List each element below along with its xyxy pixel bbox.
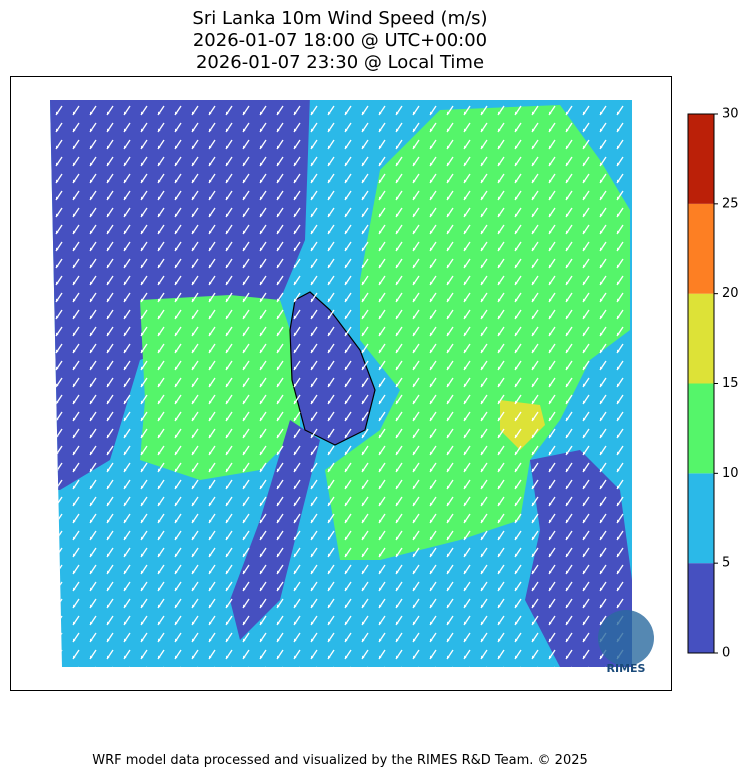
wind-arrows — [50, 100, 632, 667]
title-line: Sri Lanka 10m Wind Speed (m/s) — [192, 8, 487, 29]
colorbar-tick-label: 5 — [722, 556, 730, 571]
colorbar-tick-label: 20 — [722, 286, 739, 301]
colorbar-tick-label: 25 — [722, 196, 739, 211]
colorbar-segment — [688, 473, 714, 564]
colorbar-tick-label: 10 — [722, 466, 739, 481]
logo-badge — [598, 610, 654, 666]
logo-text: RIMES — [607, 662, 646, 675]
colorbar-tick-label: 0 — [722, 646, 730, 661]
map-frame — [10, 76, 672, 691]
colorbar-tick-label: 15 — [722, 376, 739, 391]
colorbar-segment — [688, 293, 714, 384]
colorbar: 0 5 10 15 20 25 30 — [687, 107, 739, 661]
colorbar-segment — [688, 383, 714, 474]
colorbar-segment — [688, 203, 714, 294]
colorbar-tick-label: 30 — [722, 107, 739, 122]
colorbar-segment — [688, 563, 714, 653]
title-line: 2026-01-07 23:30 @ Local Time — [196, 52, 484, 73]
title-line: 2026-01-07 18:00 @ UTC+00:00 — [193, 30, 487, 51]
footer: WRF model data processed and visualized … — [92, 753, 588, 768]
map — [50, 100, 632, 667]
colorbar-segment — [688, 114, 714, 204]
